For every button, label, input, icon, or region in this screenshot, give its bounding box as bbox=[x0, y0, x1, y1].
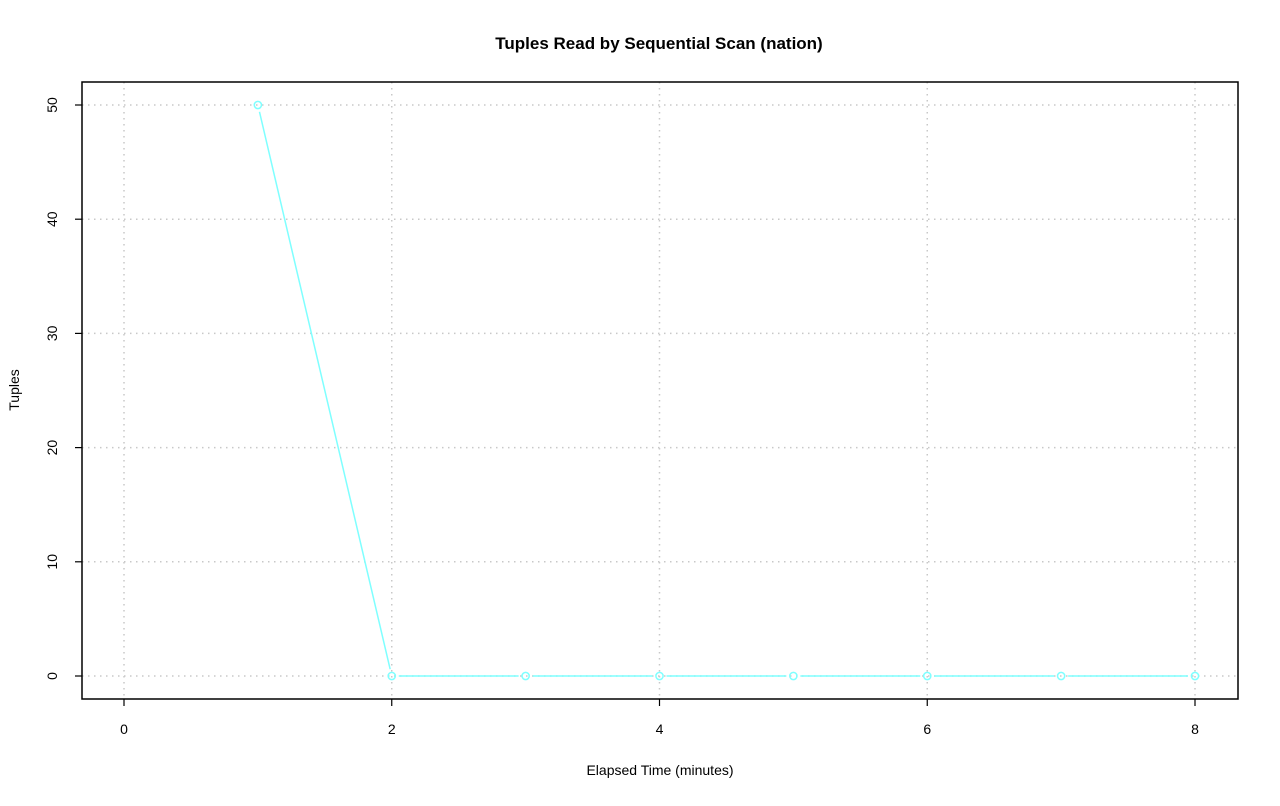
x-tick-label: 0 bbox=[120, 721, 128, 737]
y-axis-label: Tuples bbox=[6, 369, 22, 411]
x-tick-label: 4 bbox=[656, 721, 664, 737]
data-point bbox=[655, 671, 664, 681]
data-point bbox=[521, 671, 530, 681]
data-point bbox=[789, 671, 798, 681]
x-tick-label: 6 bbox=[923, 721, 931, 737]
x-axis-label: Elapsed Time (minutes) bbox=[586, 762, 733, 778]
x-tick-label: 2 bbox=[388, 721, 396, 737]
data-point bbox=[1056, 671, 1066, 681]
y-tick-label: 20 bbox=[44, 440, 60, 456]
y-tick-label: 10 bbox=[44, 554, 60, 570]
y-tick-label: 30 bbox=[44, 325, 60, 341]
plot-frame bbox=[81, 81, 1239, 700]
y-tick-label: 40 bbox=[44, 211, 60, 227]
series-line-segment bbox=[258, 111, 391, 670]
data-point bbox=[1190, 671, 1200, 681]
x-tick-label: 8 bbox=[1191, 721, 1199, 737]
x-axis: 0 2 4 6 8 bbox=[120, 699, 1199, 737]
data-point bbox=[387, 671, 397, 681]
y-tick-label: 50 bbox=[44, 97, 60, 113]
data-point bbox=[922, 671, 932, 681]
series bbox=[253, 100, 1200, 681]
chart-title: Tuples Read by Sequential Scan (nation) bbox=[495, 34, 822, 53]
y-tick-label: 0 bbox=[44, 672, 60, 680]
data-point bbox=[253, 100, 263, 110]
grid bbox=[82, 82, 1238, 699]
y-axis: 0 10 20 30 40 50 bbox=[44, 97, 82, 680]
